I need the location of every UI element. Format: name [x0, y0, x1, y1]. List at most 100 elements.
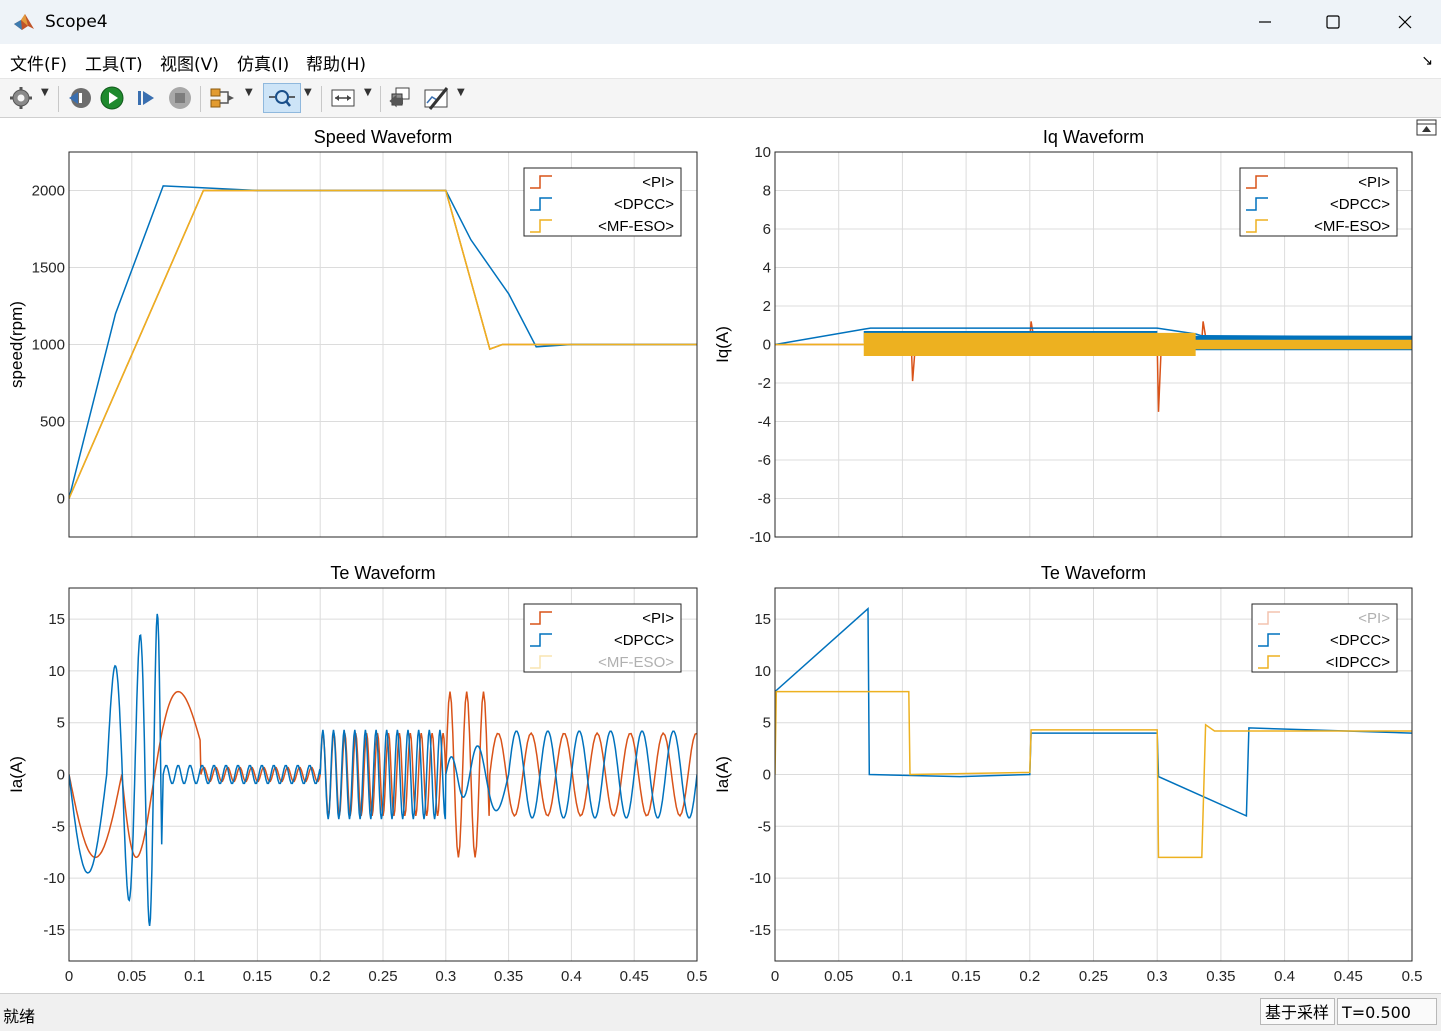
legend-entry: <DPCC> [614, 196, 674, 213]
series-group [775, 607, 1412, 859]
x-tick-label: 0.2 [310, 968, 331, 985]
fit-view-button[interactable] [327, 83, 359, 113]
y-tick-label: -5 [758, 818, 771, 835]
x-tick-label: 0.05 [824, 968, 853, 985]
status-ready: 就绪 [3, 1007, 36, 1026]
legend: <PI> <DPCC> <MF-ESO> [523, 167, 682, 237]
y-tick-label: 2 [763, 298, 771, 315]
style-dropdown-icon[interactable]: ▼ [457, 87, 465, 98]
y-tick-label: 5 [57, 715, 65, 732]
status-bar: 就绪 基于采样 T=0.500 [0, 993, 1441, 1031]
legend-entry: <MF-ESO> [598, 654, 674, 671]
legend-swatch [1246, 175, 1268, 189]
style-button[interactable] [420, 83, 452, 113]
step-back-icon [69, 88, 91, 108]
legend-entry: <PI> [1358, 174, 1390, 191]
undock-button[interactable] [1416, 119, 1437, 136]
menu-view[interactable]: 视图(V) [160, 55, 219, 75]
plot-area: 0 500 1000 1500 2000 Speed Waveform speed(rpm)… [0, 118, 1441, 993]
step-back-button[interactable] [64, 83, 94, 113]
x-tick-label: 0.4 [1274, 968, 1295, 985]
y-tick-label: 0 [57, 491, 65, 508]
y-tick-label: 1500 [32, 260, 65, 277]
matlab-logo-icon [14, 14, 34, 30]
y-tick-label: -15 [749, 922, 771, 939]
zoom-icon [269, 90, 295, 107]
undock-icon [1422, 126, 1431, 132]
x-tick-label: 0.3 [435, 968, 456, 985]
fit-view-icon [331, 89, 355, 107]
legend-entry: <IDPCC> [1326, 654, 1390, 671]
y-tick-label: -8 [758, 491, 771, 508]
toolbar-separator [321, 86, 322, 112]
chart-title: Te Waveform [1041, 563, 1146, 583]
fit-view-dropdown-icon[interactable]: ▼ [364, 87, 372, 98]
legend-swatch [1258, 633, 1280, 647]
chart-panel-1: 0 500 1000 1500 2000 Speed Waveform speed(rpm)… [7, 127, 698, 538]
axes-box [774, 151, 1413, 538]
legend-box [523, 603, 682, 673]
y-tick-label: 0 [763, 337, 771, 354]
dock-arrow-icon[interactable]: ↘ [1421, 53, 1433, 69]
legend: <PI> <DPCC> <MF-ESO> [523, 603, 682, 673]
settings-icon [10, 87, 32, 109]
x-tick-label: 0.3 [1147, 968, 1168, 985]
x-tick-label: 0.35 [1206, 968, 1235, 985]
stop-button[interactable] [165, 83, 195, 113]
signal-select-icon [210, 88, 234, 108]
step-forward-icon [138, 91, 154, 105]
signal-select-button[interactable] [206, 83, 238, 113]
y-tick-label: 10 [754, 144, 771, 161]
style-icon [424, 87, 449, 110]
x-tick-label: 0 [65, 968, 73, 985]
legend-swatch [530, 197, 552, 211]
legend-swatch [530, 655, 552, 669]
y-tick-label: 1000 [32, 337, 65, 354]
minimize-button[interactable] [1230, 0, 1300, 44]
y-tick-label: 500 [40, 414, 65, 431]
menu-tools[interactable]: 工具(T) [85, 55, 143, 75]
x-tick-label: 0.45 [1334, 968, 1363, 985]
zoom-dropdown-icon[interactable]: ▼ [304, 87, 312, 98]
y-tick-label: 0 [763, 767, 771, 784]
menu-simulation[interactable]: 仿真(I) [237, 55, 290, 75]
x-tick-label: 0.25 [368, 968, 397, 985]
menu-file[interactable]: 文件(F) [10, 55, 68, 75]
maximize-button[interactable] [1298, 0, 1368, 44]
series-line-dpcc [69, 613, 697, 927]
legend-swatch [530, 611, 552, 625]
close-button[interactable] [1370, 0, 1440, 44]
x-tick-label: 0.15 [243, 968, 272, 985]
x-tick-label: 0 [771, 968, 779, 985]
x-tick-label: 0.45 [620, 968, 649, 985]
x-tick-label: 0.2 [1019, 968, 1040, 985]
legend-swatch [1246, 197, 1268, 211]
axes-box [68, 151, 698, 538]
signal-select-dropdown-icon[interactable]: ▼ [245, 87, 253, 98]
legend-box [1251, 603, 1398, 673]
y-tick-label: -2 [758, 375, 771, 392]
highlight-block-button[interactable] [385, 83, 415, 113]
y-tick-label: 6 [763, 221, 771, 238]
step-forward-button[interactable] [131, 83, 161, 113]
zoom-button[interactable] [263, 83, 301, 113]
y-axis-label: Ia(A) [713, 756, 732, 793]
settings-dropdown-icon[interactable]: ▼ [41, 87, 49, 98]
legend: <PI> <DPCC> <MF-ESO> [1239, 167, 1398, 237]
run-button[interactable] [97, 83, 127, 113]
series-group [69, 613, 697, 927]
y-axis-label: speed(rpm) [7, 301, 26, 388]
mfeso-ripple-band [1194, 339, 1412, 350]
x-tick-label: 0.05 [117, 968, 146, 985]
legend-swatch [530, 633, 552, 647]
x-tick-label: 0.5 [687, 968, 708, 985]
menu-help[interactable]: 帮助(H) [306, 55, 367, 75]
settings-button[interactable] [6, 83, 36, 113]
maximize-icon [1326, 15, 1340, 29]
y-tick-label: 15 [754, 611, 771, 628]
y-tick-label: -10 [749, 529, 771, 546]
legend-box [523, 167, 682, 237]
y-tick-label: -5 [52, 818, 65, 835]
x-tick-label: 0.25 [1079, 968, 1108, 985]
